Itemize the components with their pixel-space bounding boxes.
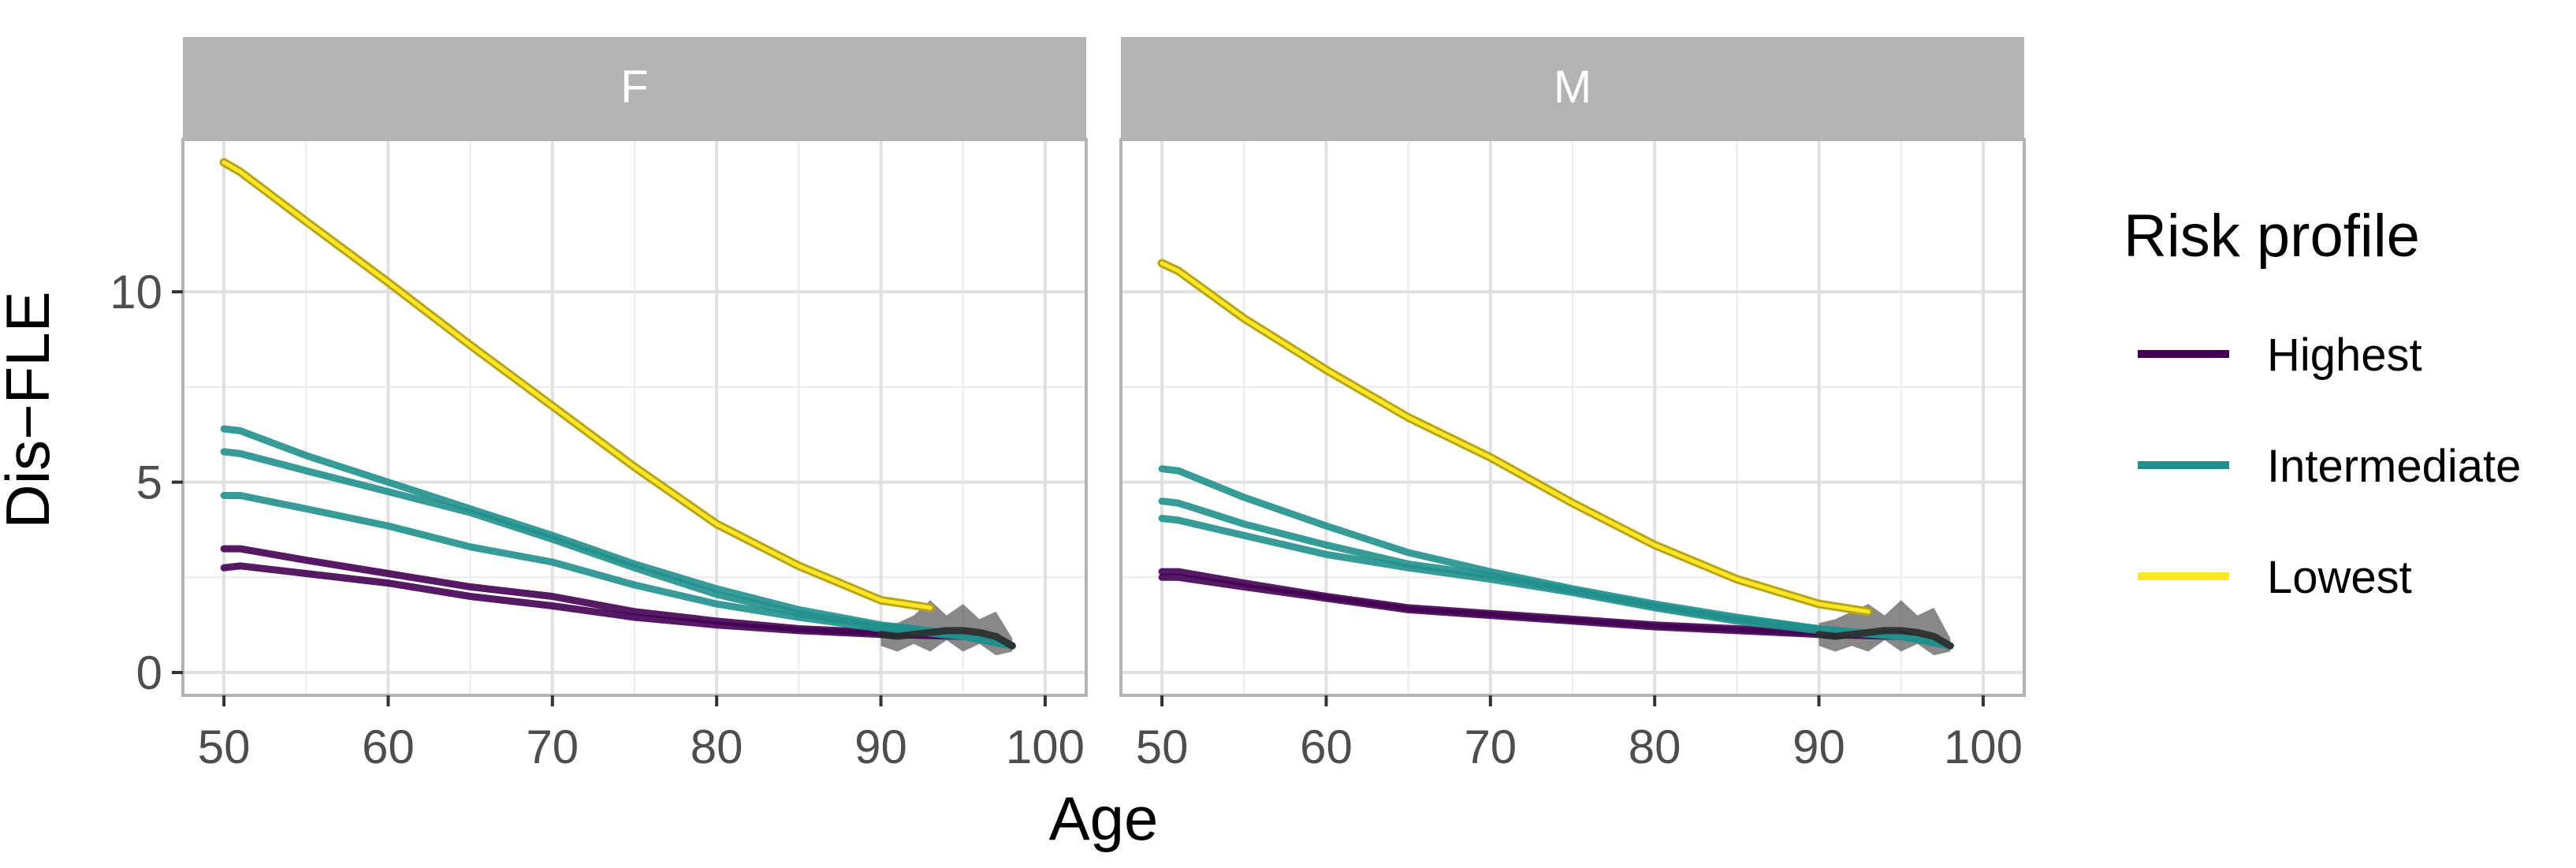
y-tick-label: 0	[136, 646, 162, 699]
panel-border	[1119, 138, 2026, 697]
facet-strip-label: M	[1554, 61, 1591, 113]
major-gridlines	[1121, 140, 2024, 695]
series-line-highest	[877, 627, 1016, 650]
legend: Risk profile Highest Intermediate Lowest	[2124, 203, 2521, 603]
facet-strip-label: F	[620, 61, 648, 113]
series-lines	[219, 158, 1016, 650]
x-tick-label: 80	[1629, 721, 1681, 773]
x-tick-label: 100	[1944, 721, 2023, 773]
legend-item-highest: Highest	[2138, 330, 2422, 381]
x-axis: 50 60 70 80 90 100	[1136, 695, 2023, 773]
legend-items: Highest Intermediate Lowest	[2138, 330, 2521, 603]
series-line-intermediate	[220, 492, 1016, 650]
x-tick-label: 70	[1464, 721, 1517, 773]
x-tick-label: 50	[1136, 721, 1189, 773]
facet-strip	[183, 37, 1086, 140]
major-gridlines	[183, 140, 1086, 695]
facet-panels: F 50 60 70 80 90 100 0 5 10 M 50 60 70 80 90 100	[110, 37, 2026, 773]
y-axis-title: Dis−FLE	[0, 291, 62, 528]
facet-panel-F: F 50 60 70 80 90 100 0 5 10	[110, 37, 1088, 773]
series-line-lowest	[221, 160, 932, 610]
legend-label: Highest	[2267, 330, 2422, 381]
legend-label: Intermediate	[2267, 441, 2521, 492]
facet-panel-M: M 50 60 70 80 90 100	[1119, 37, 2026, 773]
legend-item-lowest: Lowest	[2138, 552, 2412, 603]
x-tick-label: 100	[1006, 721, 1085, 773]
series-lines	[1157, 259, 1954, 650]
series-line-highest	[1815, 627, 1954, 650]
legend-label: Lowest	[2267, 552, 2412, 603]
x-tick-label: 90	[1792, 721, 1845, 773]
x-tick-label: 60	[362, 721, 415, 773]
x-tick-label: 70	[526, 721, 579, 773]
x-tick-label: 90	[854, 721, 907, 773]
series-line-lowest	[1160, 261, 1871, 614]
legend-item-intermediate: Intermediate	[2138, 441, 2521, 492]
panel-border	[181, 138, 1088, 697]
facet-strip	[1121, 37, 2024, 140]
legend-title: Risk profile	[2124, 203, 2420, 270]
x-axis-title: Age	[1049, 784, 1159, 853]
series-line-intermediate	[1158, 515, 1954, 650]
y-tick-label: 10	[110, 266, 162, 319]
x-tick-label: 80	[691, 721, 743, 773]
y-axis: 0 5 10	[110, 266, 183, 699]
x-axis: 50 60 70 80 90 100	[198, 695, 1085, 773]
x-tick-label: 60	[1300, 721, 1353, 773]
x-tick-label: 50	[198, 721, 251, 773]
y-tick-label: 5	[136, 456, 162, 509]
